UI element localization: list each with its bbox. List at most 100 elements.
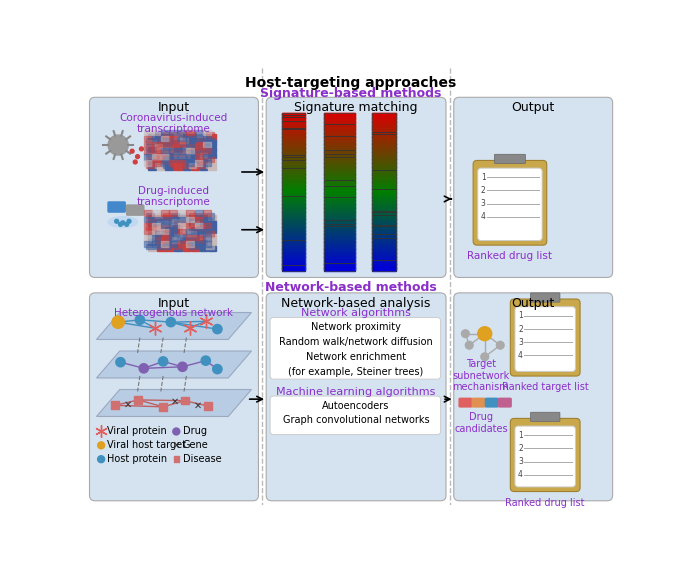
- Bar: [324, 214, 356, 215]
- Bar: [157, 153, 164, 158]
- Bar: [373, 252, 396, 253]
- Bar: [324, 257, 356, 259]
- Bar: [208, 227, 216, 233]
- Bar: [199, 240, 208, 245]
- Bar: [282, 171, 305, 172]
- Bar: [282, 159, 305, 160]
- Bar: [282, 151, 305, 152]
- Bar: [178, 210, 186, 216]
- Bar: [373, 244, 396, 245]
- Bar: [180, 150, 188, 156]
- Bar: [324, 230, 356, 231]
- Bar: [282, 177, 305, 179]
- Bar: [282, 143, 305, 144]
- Bar: [163, 231, 171, 236]
- Bar: [373, 235, 396, 236]
- Bar: [373, 205, 396, 206]
- Bar: [373, 196, 396, 197]
- Text: Network-based methods: Network-based methods: [265, 281, 436, 294]
- Bar: [324, 179, 356, 180]
- Bar: [208, 165, 216, 171]
- Bar: [282, 238, 305, 239]
- FancyBboxPatch shape: [108, 201, 126, 213]
- Bar: [169, 148, 177, 154]
- Bar: [282, 186, 305, 187]
- Bar: [324, 256, 356, 257]
- Bar: [373, 128, 396, 129]
- Bar: [155, 163, 162, 168]
- Bar: [373, 137, 396, 138]
- Bar: [373, 184, 396, 186]
- Bar: [373, 243, 396, 244]
- Bar: [188, 150, 197, 156]
- Bar: [155, 138, 162, 143]
- Bar: [208, 134, 216, 139]
- Bar: [373, 216, 396, 217]
- Bar: [324, 210, 356, 211]
- Bar: [172, 238, 179, 243]
- Bar: [188, 213, 197, 218]
- Bar: [373, 154, 396, 155]
- Bar: [146, 213, 154, 218]
- Bar: [373, 264, 396, 265]
- Bar: [324, 219, 356, 221]
- Bar: [180, 156, 188, 162]
- Bar: [373, 234, 396, 235]
- Bar: [282, 251, 305, 252]
- Bar: [282, 268, 305, 269]
- Bar: [282, 122, 305, 124]
- Bar: [163, 213, 171, 218]
- Bar: [195, 210, 203, 216]
- Bar: [174, 141, 182, 146]
- Bar: [324, 127, 356, 128]
- Bar: [166, 215, 173, 221]
- Bar: [373, 194, 396, 195]
- Bar: [282, 123, 305, 124]
- Bar: [324, 217, 356, 218]
- Bar: [324, 266, 356, 268]
- Bar: [166, 240, 173, 245]
- Text: Network algorithms: Network algorithms: [301, 308, 411, 318]
- Bar: [172, 156, 179, 162]
- Bar: [166, 221, 173, 227]
- Bar: [373, 134, 396, 135]
- Bar: [186, 229, 194, 234]
- Bar: [324, 184, 356, 186]
- Bar: [282, 200, 305, 201]
- Bar: [373, 228, 396, 229]
- Bar: [195, 229, 203, 234]
- Bar: [174, 147, 182, 152]
- Bar: [324, 190, 356, 191]
- Bar: [149, 153, 156, 158]
- Bar: [282, 225, 305, 226]
- Bar: [178, 136, 186, 141]
- Bar: [324, 165, 356, 166]
- Bar: [373, 227, 396, 229]
- Bar: [373, 155, 396, 156]
- Bar: [195, 160, 203, 166]
- Bar: [282, 180, 305, 181]
- Bar: [282, 158, 305, 159]
- Bar: [172, 138, 179, 143]
- Bar: [282, 215, 305, 217]
- Bar: [172, 132, 179, 137]
- Bar: [282, 163, 305, 164]
- Bar: [373, 160, 396, 161]
- Bar: [324, 129, 356, 130]
- Bar: [155, 238, 162, 243]
- Bar: [282, 188, 305, 189]
- Bar: [324, 222, 356, 223]
- Bar: [324, 236, 356, 237]
- Bar: [197, 219, 205, 225]
- Bar: [373, 218, 396, 219]
- Bar: [324, 167, 356, 168]
- Bar: [282, 223, 305, 225]
- Bar: [324, 181, 356, 183]
- FancyBboxPatch shape: [510, 418, 580, 492]
- Bar: [282, 214, 305, 215]
- Bar: [282, 209, 305, 210]
- Bar: [174, 165, 182, 171]
- Text: 1: 1: [518, 311, 523, 320]
- Bar: [324, 234, 356, 235]
- Bar: [191, 234, 199, 239]
